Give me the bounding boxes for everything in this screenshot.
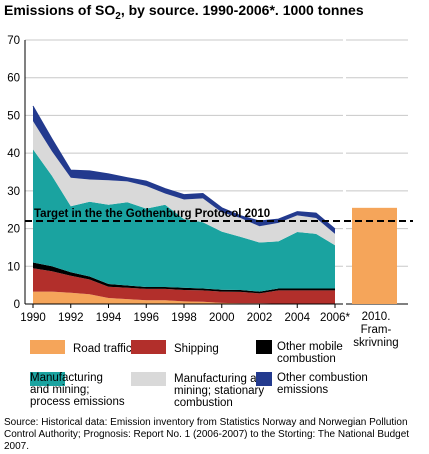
x-axis-ticks: 1990 1992 1994 1996 1998 2000 2002 2004 2006* — [20, 304, 351, 324]
title-main: Emissions of SO — [4, 2, 115, 18]
area-top-outline — [32, 105, 336, 230]
area-series-1 — [33, 268, 335, 304]
y-tick-label: 10 — [7, 261, 20, 273]
projection-panel: 2010.Fram-skrivning — [346, 39, 408, 349]
legend-label: mining; stationary — [174, 385, 264, 397]
legend-label: combustion — [174, 397, 233, 409]
source-line: Control Authority; Prognosis: Report No.… — [4, 429, 409, 440]
legend-swatch — [30, 372, 65, 386]
x-tick-label: 2000 — [209, 312, 235, 324]
x-tick-label: 1990 — [20, 312, 46, 324]
legend-label: Manufacturing — [30, 372, 103, 384]
legend-label: Shipping — [174, 343, 219, 355]
legend: Road traffic Shipping Other mobilecombusti… — [30, 340, 368, 409]
legend-label: and mining; — [30, 384, 89, 396]
area-series-2 — [33, 262, 335, 294]
source-line: 2007. — [4, 441, 29, 452]
target-annotation: Target in the the Gothenburg Protocol 20… — [34, 208, 270, 220]
y-axis-ticks: 0 10 20 30 40 50 60 70 — [7, 35, 20, 311]
y-tick-label: 20 — [7, 224, 20, 236]
legend-swatch — [131, 372, 166, 386]
x-tick-label: 2002 — [247, 312, 273, 324]
target-line-group: Target in the the Gothenburg Protocol 20… — [25, 208, 413, 223]
legend-label: emissions — [277, 384, 328, 396]
y-tick-label: 50 — [7, 110, 20, 122]
projection-label-line: skrivning — [353, 337, 398, 349]
projection-bar — [352, 207, 397, 304]
legend-swatch — [30, 340, 65, 354]
legend-swatch — [256, 340, 272, 354]
legend-label: combustion — [277, 353, 336, 365]
legend-label: Manufacturing and — [174, 373, 269, 385]
source-note: Source: Historical data: Emission invent… — [4, 417, 409, 452]
area-series-0 — [33, 291, 335, 304]
legend-label: process emissions — [30, 396, 125, 408]
legend-swatch — [131, 340, 166, 354]
x-tick-label: 2004 — [284, 312, 310, 324]
legend-label: Road traffic — [73, 343, 132, 355]
title-rest: , by source. 1990-2006*. 1000 tonnes — [121, 2, 364, 18]
title-subscript: 2 — [115, 11, 121, 22]
area-series-4 — [33, 121, 335, 246]
chart-title: Emissions of SO2, by source. 1990-2006*.… — [4, 2, 364, 22]
legend-label: Other mobile — [277, 341, 343, 353]
x-tick-label: 1992 — [58, 312, 84, 324]
y-tick-label: 40 — [7, 148, 20, 160]
x-tick-label: 1998 — [171, 312, 197, 324]
y-tick-label: 0 — [14, 299, 20, 311]
projection-label-line: Fram- — [361, 324, 392, 336]
legend-swatch — [256, 372, 272, 386]
y-tick-label: 30 — [7, 186, 20, 198]
source-line: Source: Historical data: Emission invent… — [4, 417, 408, 428]
y-tick-label: 70 — [7, 35, 20, 47]
y-tick-label: 60 — [7, 73, 20, 85]
stacked-areas — [32, 105, 336, 304]
x-tick-label: 1994 — [96, 312, 122, 324]
x-tick-label: 2006* — [320, 312, 351, 324]
x-tick-label: 1996 — [133, 312, 159, 324]
legend-label: Other combustion — [277, 372, 368, 384]
projection-label-line: 2010. — [362, 311, 391, 323]
